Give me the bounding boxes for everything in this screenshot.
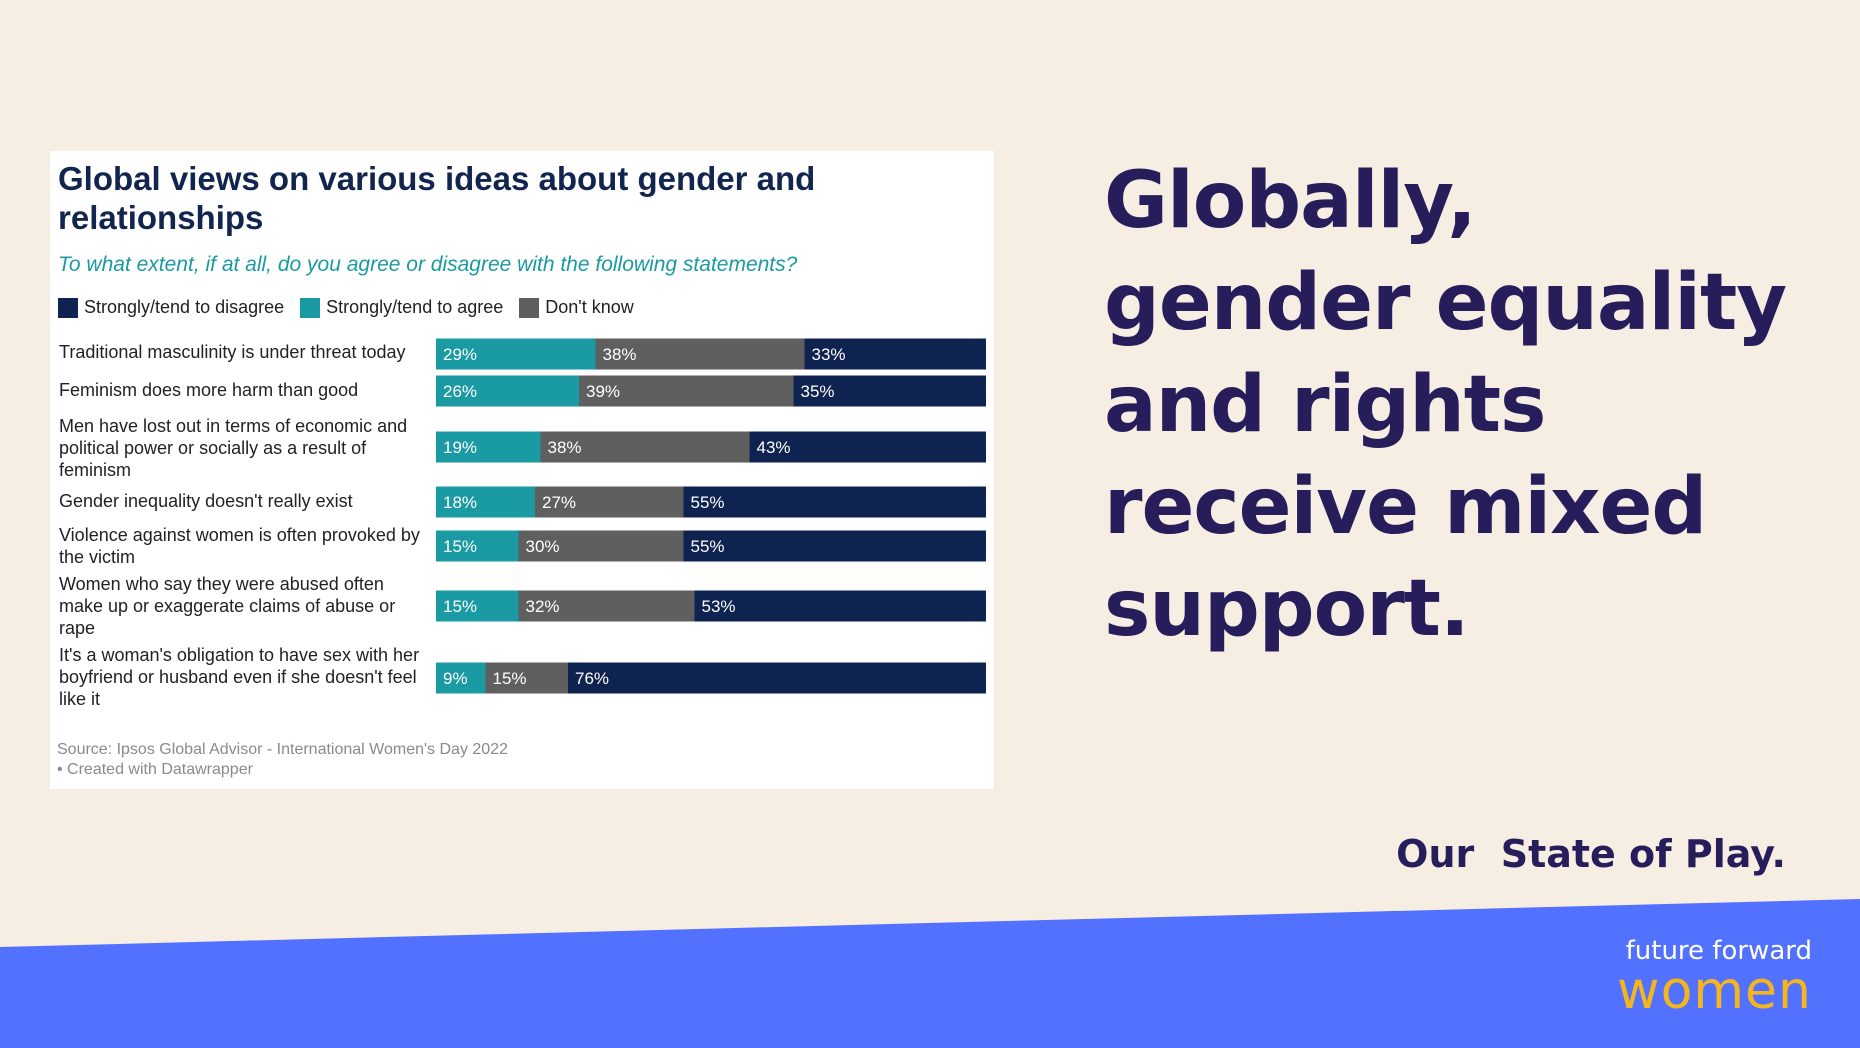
bar-value-label: 19% — [443, 438, 477, 457]
row-label: It's a woman's obligation to have sex wi… — [59, 645, 420, 709]
chart-legend: Strongly/tend to disagree Strongly/tend … — [58, 297, 650, 318]
legend-item-disagree: Strongly/tend to disagree — [58, 297, 284, 318]
bar-segment — [793, 375, 986, 407]
legend-label-disagree: Strongly/tend to disagree — [84, 297, 285, 317]
bar-segment — [540, 431, 750, 463]
bar-value-label: 15% — [443, 597, 477, 616]
row-label: Women who say they were abused often mak… — [59, 574, 396, 638]
logo-line-2: women — [1617, 961, 1812, 1021]
bar-segment — [485, 662, 568, 694]
legend-label-agree: Strongly/tend to agree — [326, 297, 504, 317]
bar-plot: 29% 38% 33% 26% 39% 35% 19% 38% 43% 18% 27% 55% 15% 3… — [436, 338, 986, 694]
bar-value-label: 43% — [757, 438, 791, 457]
bar-segment — [683, 530, 986, 562]
headline: Globally, gender equality and rights rec… — [1104, 156, 1787, 654]
chart-source: Source: Ipsos Global Advisor - Internati… — [57, 740, 508, 780]
bar-segment — [436, 530, 519, 562]
logo-line-1: future forward — [1625, 936, 1812, 966]
bar-segment — [694, 590, 986, 622]
bar-value-label: 15% — [443, 537, 477, 556]
bar-value-label: 29% — [443, 345, 477, 364]
legend-swatch-agree — [300, 297, 321, 318]
bar-segment — [683, 486, 986, 518]
bar-value-label: 33% — [812, 345, 846, 364]
legend-label-dont-know: Don't know — [545, 297, 634, 317]
blue-band — [0, 899, 1860, 1048]
bar-segment — [568, 662, 986, 694]
bar-segment — [804, 338, 986, 370]
bar-segment — [535, 486, 684, 518]
bar-segment — [518, 530, 684, 562]
bar-value-label: 39% — [586, 382, 620, 401]
bar-value-label: 55% — [691, 537, 725, 556]
row-label: Gender inequality doesn't really exist — [59, 491, 353, 511]
row-label: Traditional masculinity is under threat … — [59, 342, 406, 362]
bar-segment — [595, 338, 805, 370]
bar-segment — [749, 431, 986, 463]
bar-value-label: 15% — [493, 669, 527, 688]
legend-item-agree: Strongly/tend to agree — [300, 297, 503, 318]
tagline: Our State of Play. — [1396, 832, 1786, 876]
bar-segment — [518, 590, 695, 622]
bar-value-label: 53% — [702, 597, 736, 616]
bar-segment — [436, 338, 596, 370]
bar-value-label: 55% — [691, 493, 725, 512]
bar-value-label: 30% — [526, 537, 560, 556]
bar-value-label: 18% — [443, 493, 477, 512]
source-text: Source: Ipsos Global Advisor - Internati… — [57, 741, 508, 758]
bar-value-label: 26% — [443, 382, 477, 401]
legend-item-dont-know: Don't know — [519, 297, 634, 318]
row-label: Feminism does more harm than good — [59, 380, 359, 400]
bar-value-label: 9% — [443, 669, 468, 688]
chart-subtitle: To what extent, if at all, do you agree … — [58, 253, 798, 276]
logo: future forward women — [1617, 936, 1812, 1021]
bar-value-label: 38% — [548, 438, 582, 457]
row-label: Men have lost out in terms of economic a… — [59, 416, 408, 480]
bar-segment — [436, 431, 541, 463]
bar-segment — [436, 590, 519, 622]
bar-segment — [436, 486, 535, 518]
bar-value-label: 35% — [801, 382, 835, 401]
chart-card: Global views on various ideas about gend… — [50, 151, 994, 789]
legend-swatch-dont-know — [519, 297, 540, 318]
chart-title: Global views on various ideas about gend… — [58, 160, 816, 236]
bar-value-label: 27% — [542, 493, 576, 512]
bar-value-label: 32% — [526, 597, 560, 616]
credit-text: • Created with Datawrapper — [57, 761, 253, 778]
bar-value-label: 38% — [603, 345, 637, 364]
row-label: Violence against women is often provoked… — [59, 525, 420, 567]
legend-swatch-disagree — [58, 297, 78, 318]
bar-segment — [436, 662, 486, 694]
bar-value-label: 76% — [575, 669, 609, 688]
bar-segment — [436, 375, 579, 407]
bar-segment — [579, 375, 794, 407]
